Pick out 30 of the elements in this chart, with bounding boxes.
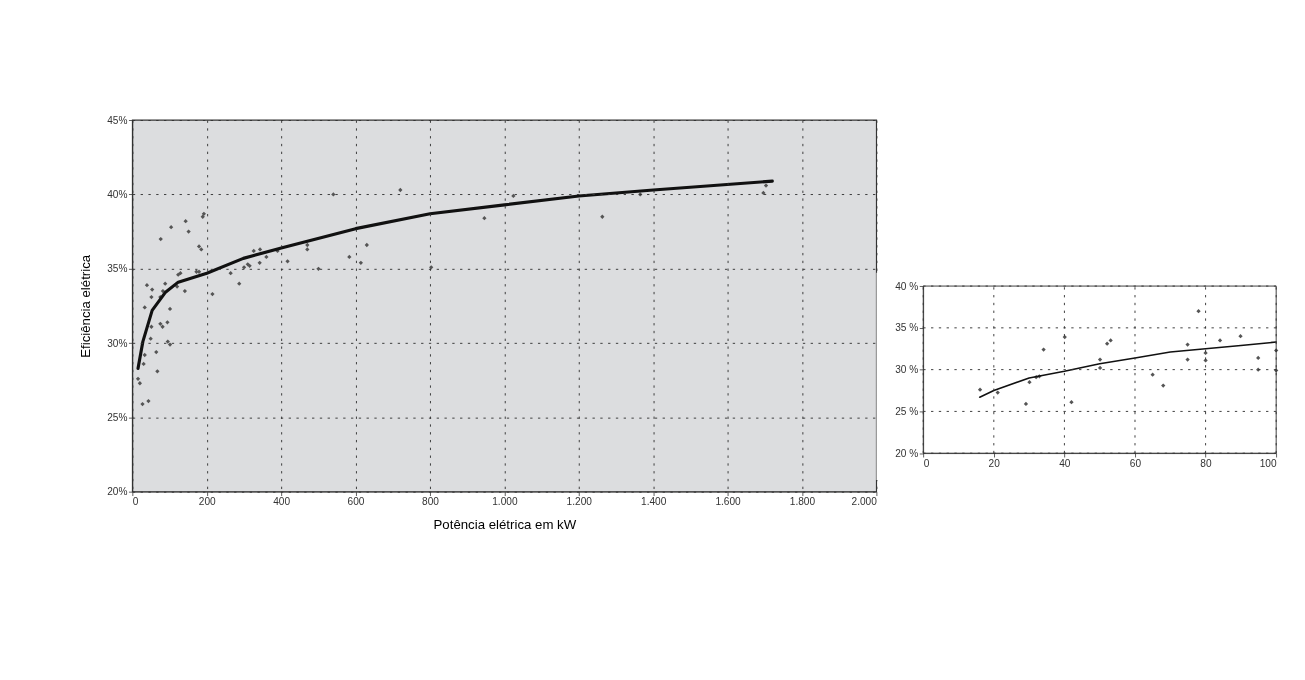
- y-tick-label: 20 %: [895, 447, 919, 459]
- x-tick-label: 200: [198, 496, 217, 508]
- x-tick-label: 80: [1200, 457, 1212, 469]
- y-axis-title: Eficiência elétrica: [77, 254, 93, 358]
- x-tick-label: 800: [422, 496, 440, 508]
- y-tick-label: 40%: [107, 188, 128, 200]
- x-tick-label: 0: [923, 457, 930, 469]
- x-tick-label: 2.000: [851, 496, 878, 508]
- x-axis-title: Potência elétrica em kW: [433, 516, 577, 532]
- x-tick-label: 1.400: [641, 496, 667, 508]
- y-tick-label: 30 %: [895, 364, 919, 376]
- y-tick-label: 25 %: [895, 405, 919, 417]
- x-tick-label: 600: [347, 496, 365, 508]
- x-tick-label: 1.200: [566, 496, 593, 508]
- y-tick-label: 25%: [107, 411, 128, 423]
- x-tick-label: 60: [1129, 457, 1142, 469]
- y-tick-label: 30%: [107, 337, 128, 349]
- y-tick-label: 40 %: [895, 280, 919, 292]
- y-tick-label: 35%: [107, 263, 128, 275]
- x-tick-label: 1.000: [492, 496, 518, 508]
- y-tick-label: 35 %: [895, 322, 919, 334]
- x-tick-label: 400: [273, 496, 291, 508]
- x-tick-label: 100: [1259, 457, 1277, 469]
- x-tick-label: 1.800: [789, 496, 816, 508]
- x-tick-label: 20: [988, 457, 1001, 469]
- x-tick-label: 40: [1059, 457, 1071, 469]
- y-tick-label: 20%: [107, 486, 128, 498]
- x-tick-label: 1.600: [715, 496, 742, 508]
- y-tick-label: 45%: [107, 114, 128, 126]
- x-tick-label: 0: [132, 496, 139, 508]
